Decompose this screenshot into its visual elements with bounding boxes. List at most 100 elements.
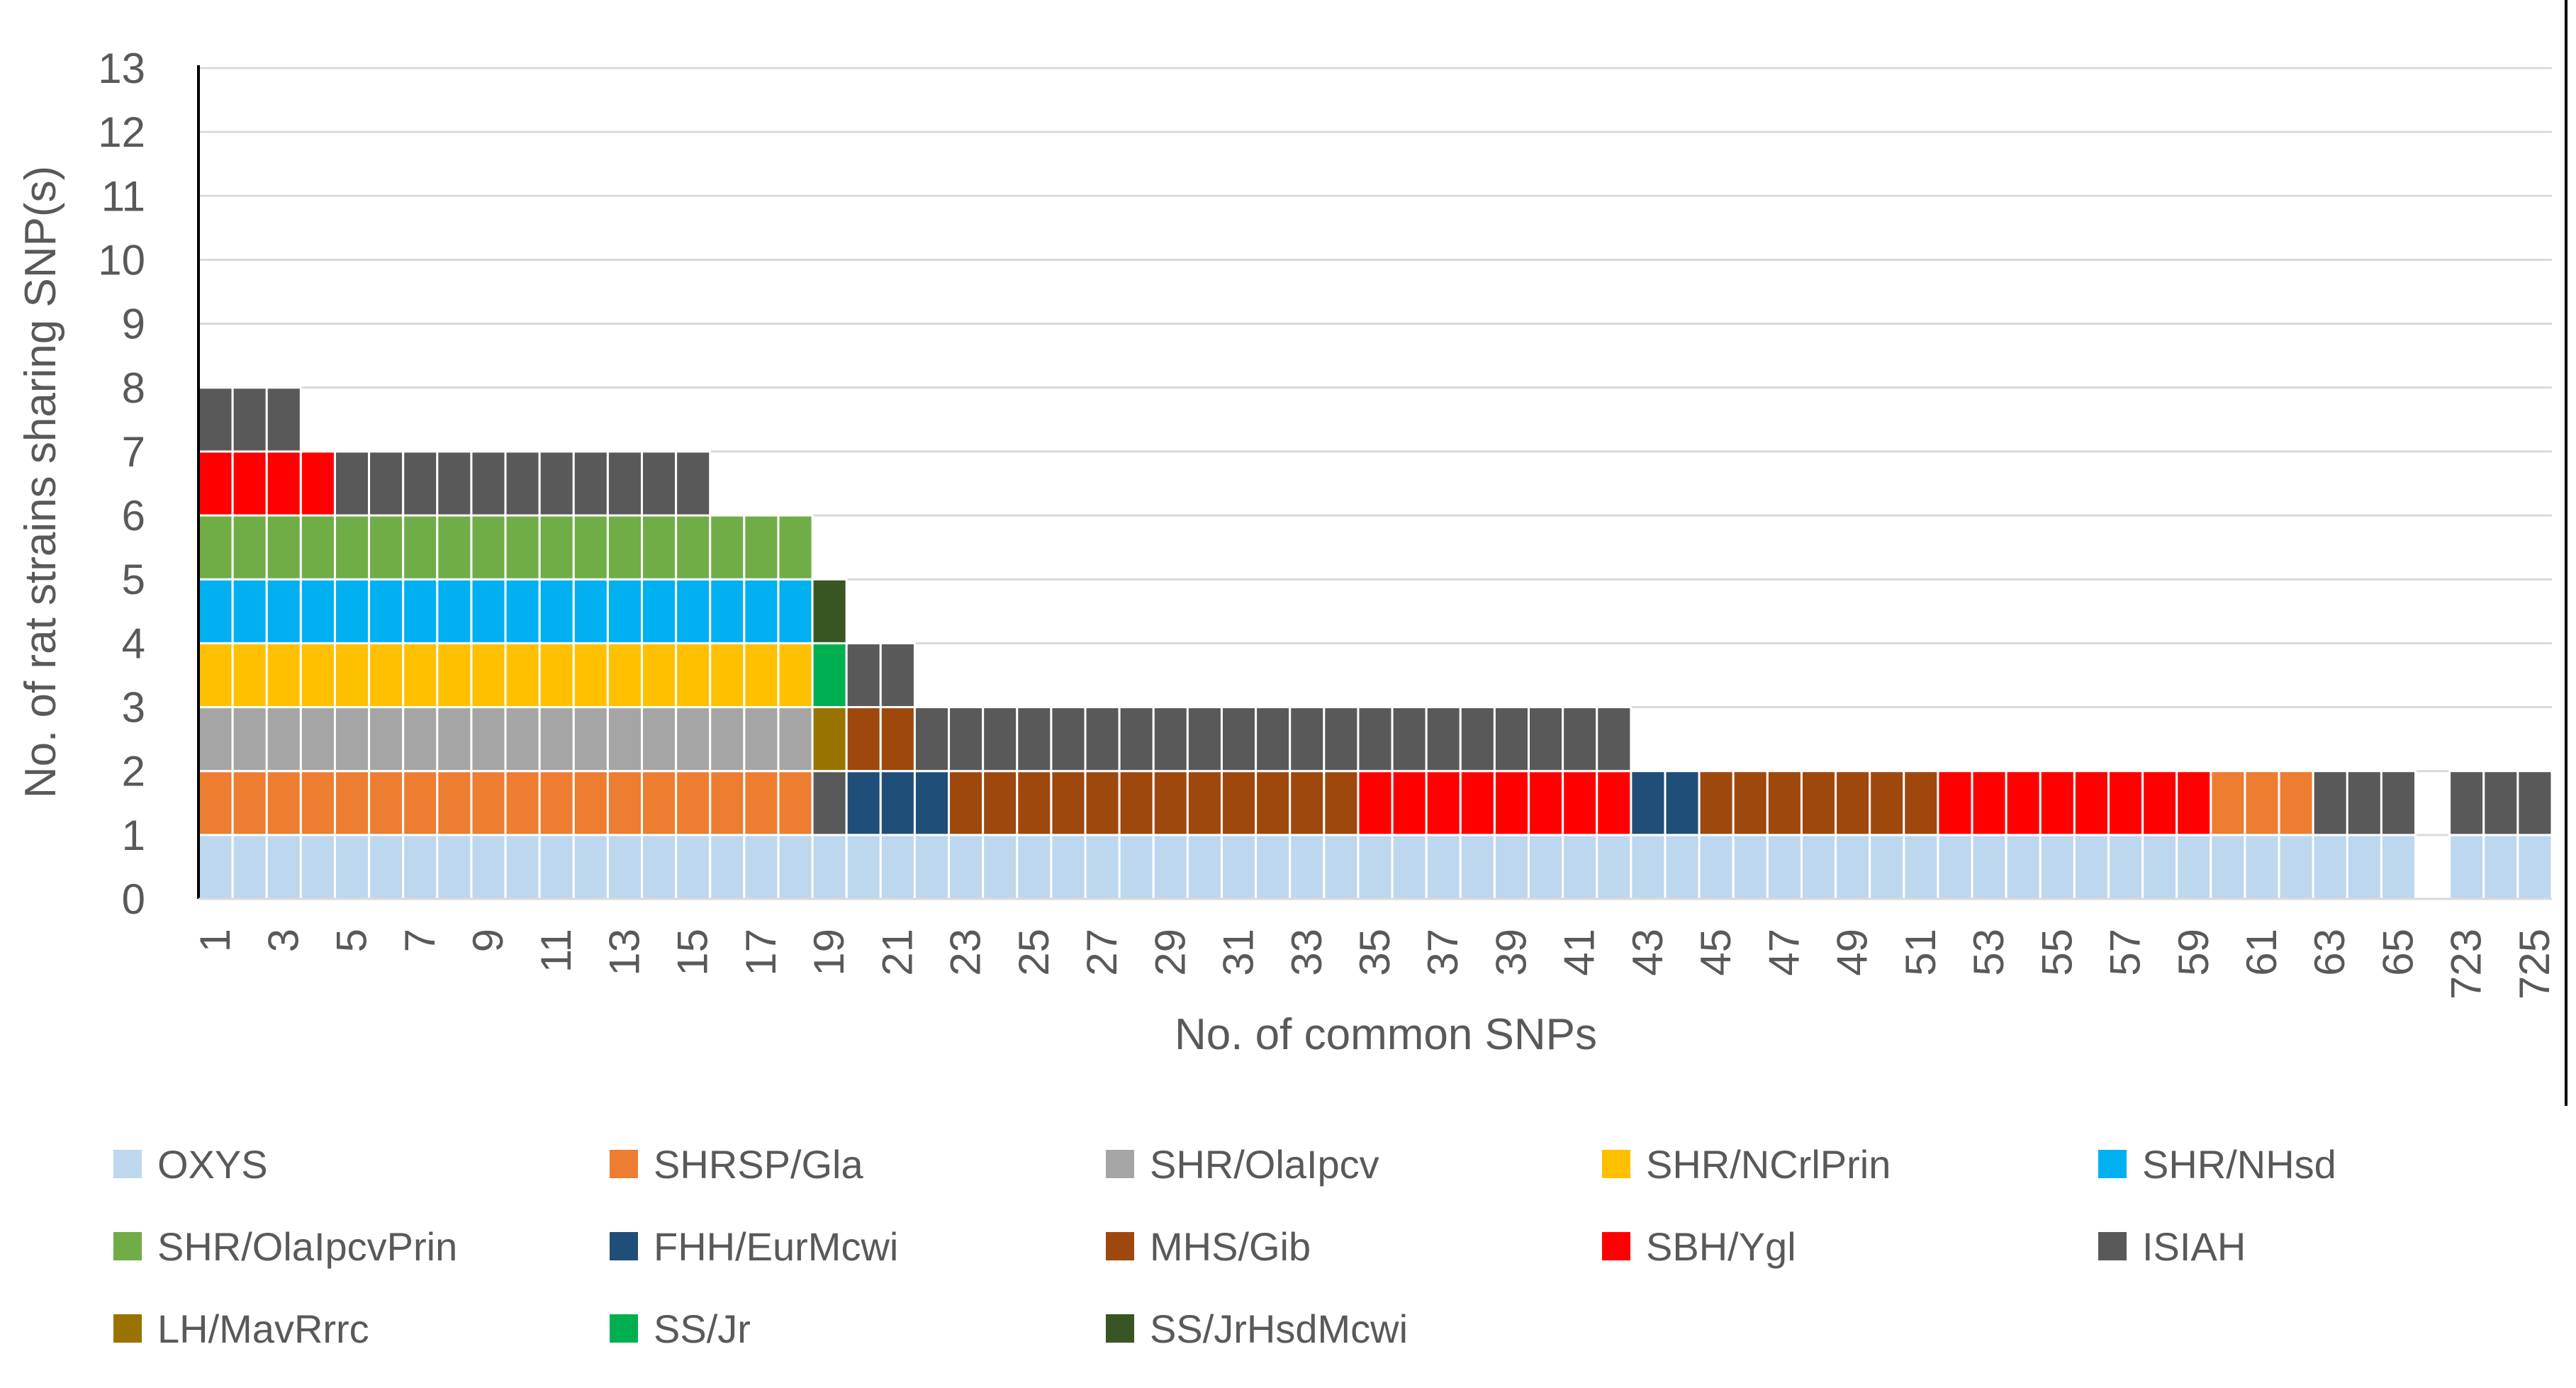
bar-cell-65-2 — [2380, 770, 2417, 836]
bar-cell-3-7 — [265, 450, 302, 517]
x-tick-labels: 1 3 5 7 9 11 13 15 17 19 21 23 25 27 29 31 33 35 37 39 41 43 4… — [191, 929, 2558, 1000]
bar-cell-4-6 — [299, 514, 336, 581]
axes — [197, 0, 2567, 1106]
bar-cell-2-8 — [231, 386, 268, 453]
bar-cell-42-1 — [1596, 834, 1633, 900]
bar-cell-28-1 — [1118, 834, 1155, 900]
bar-cell-6-4 — [368, 642, 405, 709]
bar-cell-18-3 — [777, 706, 814, 773]
x-axis-title: No. of common SNPs — [1175, 1010, 1597, 1059]
x-tick-label: 41 — [1556, 929, 1603, 976]
bar-cell-58-2 — [2141, 770, 2178, 836]
bar-cell-23-1 — [948, 834, 985, 900]
x-tick-label: 47 — [1760, 929, 1808, 976]
bar-cell-12-1 — [572, 834, 609, 900]
bar-cell-62-2 — [2278, 770, 2314, 836]
legend-label: SHR/NCrlPrin — [1646, 1141, 1891, 1187]
bar-cell-14-6 — [641, 514, 678, 581]
bar-cell-20-1 — [845, 834, 882, 900]
bar-cell-27-1 — [1084, 834, 1121, 900]
legend-item: SHR/OlaIpcvPrin — [113, 1224, 610, 1269]
bar-cell-11-4 — [538, 642, 575, 709]
x-tick-label: 5 — [328, 929, 376, 952]
bar-cell-9-5 — [470, 578, 507, 644]
bar-cell-18-5 — [777, 578, 814, 644]
bar-cell-724-1 — [2482, 834, 2519, 900]
bar-cell-51-2 — [1903, 770, 1939, 836]
legend-item: OXYS — [113, 1141, 610, 1187]
bar-cell-12-7 — [572, 450, 609, 517]
bar-cell-20-3 — [845, 706, 882, 773]
bar-cell-7-4 — [402, 642, 439, 709]
y-tick-label: 1 — [122, 812, 145, 859]
bar-cell-6-2 — [368, 770, 405, 836]
bar-cell-723-2 — [2448, 770, 2485, 836]
bar-cell-5-2 — [333, 770, 371, 836]
bar-cell-37-3 — [1425, 706, 1462, 773]
bar-cell-4-1 — [299, 834, 336, 900]
bar-cell-16-2 — [709, 770, 746, 836]
bar-cell-17-4 — [743, 642, 780, 709]
bar-cell-13-3 — [606, 706, 644, 773]
x-tick-label: 63 — [2306, 929, 2353, 976]
bar-cell-3-3 — [265, 706, 302, 773]
y-tick-label: 5 — [122, 556, 145, 603]
legend-label: SHR/OlaIpcv — [1150, 1141, 1379, 1187]
bar-cell-55-2 — [2039, 770, 2076, 836]
bar-cell-723-1 — [2448, 834, 2485, 900]
bar-cell-6-6 — [368, 514, 405, 581]
bar-cell-56-1 — [2073, 834, 2110, 900]
bar-cell-48-2 — [1800, 770, 1837, 836]
bar-cell-16-4 — [709, 642, 746, 709]
bar-cell-49-2 — [1835, 770, 1871, 836]
bar-cell-3-1 — [265, 834, 302, 900]
legend-swatch — [610, 1150, 638, 1178]
bar-cell-32-1 — [1255, 834, 1292, 900]
bar-cell-54-2 — [2005, 770, 2042, 836]
bar-cell-24-3 — [982, 706, 1019, 773]
bar-cell-15-4 — [675, 642, 712, 709]
y-tick-label: 6 — [122, 492, 145, 539]
bar-cell-31-3 — [1220, 706, 1258, 773]
bar-cell-2-7 — [231, 450, 268, 517]
bar-cell-8-3 — [436, 706, 473, 773]
legend-swatch — [113, 1314, 142, 1343]
legend-item: SBH/Ygl — [1602, 1224, 2098, 1269]
bar-cell-44-2 — [1664, 770, 1701, 836]
legend-label: MHS/Gib — [1150, 1224, 1311, 1269]
bar-cell-21-4 — [879, 642, 916, 709]
y-tick-label: 10 — [98, 236, 145, 284]
legend-swatch — [1106, 1150, 1134, 1178]
bar-cell-33-2 — [1289, 770, 1326, 836]
bar-cell-60-1 — [2210, 834, 2246, 900]
bar-cell-57-2 — [2107, 770, 2144, 836]
bar-cell-63-2 — [2312, 770, 2348, 836]
bar-cell-13-6 — [606, 514, 644, 581]
legend-item: SHR/OlaIpcv — [1106, 1141, 1602, 1187]
legend-swatch — [113, 1150, 142, 1178]
x-tick-label: 61 — [2238, 929, 2285, 976]
bar-cell-4-4 — [299, 642, 336, 709]
x-tick-label: 15 — [669, 929, 717, 976]
bar-cell-2-1 — [231, 834, 268, 900]
bar-cell-7-1 — [402, 834, 439, 900]
bar-cell-55-1 — [2039, 834, 2076, 900]
bar-cell-18-2 — [777, 770, 814, 836]
bar-cell-6-5 — [368, 578, 405, 644]
bar-cell-12-5 — [572, 578, 609, 644]
bar-cell-13-5 — [606, 578, 644, 644]
bar-cell-10-1 — [504, 834, 541, 900]
bar-cell-39-1 — [1493, 834, 1530, 900]
bar-cell-45-2 — [1698, 770, 1735, 836]
bar-cell-34-1 — [1323, 834, 1360, 900]
bar-cell-4-3 — [299, 706, 336, 773]
bar-cell-36-2 — [1391, 770, 1428, 836]
x-tick-label: 725 — [2511, 929, 2558, 1000]
bar-cell-53-1 — [1971, 834, 2007, 900]
legend-item: FHH/EurMcwi — [610, 1224, 1106, 1269]
bar-cell-14-2 — [641, 770, 678, 836]
bar-cell-10-3 — [504, 706, 541, 773]
x-tick-label: 51 — [1897, 929, 1944, 976]
bar-cell-15-1 — [675, 834, 712, 900]
